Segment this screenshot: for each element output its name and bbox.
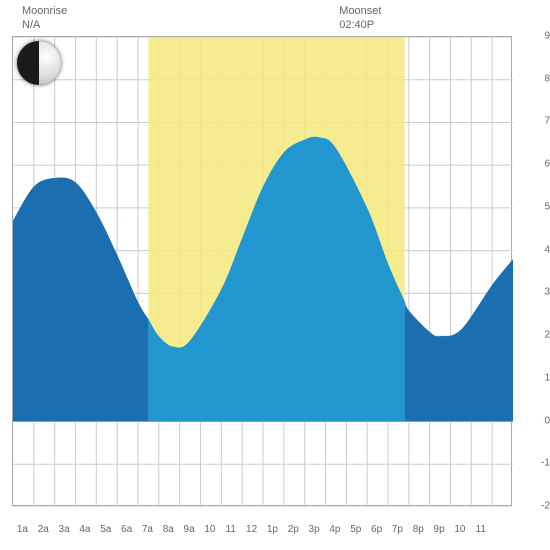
x-tick: 6a — [121, 524, 132, 535]
moonset-label: Moonset — [339, 4, 381, 18]
moonrise-block: Moonrise N/A — [22, 4, 67, 33]
x-tick: 10 — [204, 524, 215, 535]
y-tick: 1 — [544, 372, 550, 383]
x-tick: 8a — [163, 524, 174, 535]
x-tick: 12 — [246, 524, 257, 535]
y-tick: 2 — [544, 330, 550, 341]
x-tick: 6p — [371, 524, 382, 535]
plot-area — [12, 36, 512, 506]
tide-chart: -2-10123456789 1a2a3a4a5a6a7a8a9a1011121… — [12, 36, 532, 506]
x-tick: 2a — [38, 524, 49, 535]
x-tick: 4a — [79, 524, 90, 535]
x-tick: 10 — [454, 524, 465, 535]
x-tick: 9a — [184, 524, 195, 535]
x-tick: 11 — [476, 524, 486, 535]
x-tick: 8p — [413, 524, 424, 535]
x-tick: 1a — [17, 524, 28, 535]
y-tick: 9 — [544, 31, 550, 42]
x-tick: 7p — [392, 524, 403, 535]
moon-lit-half — [39, 41, 61, 85]
y-tick: 0 — [544, 415, 550, 426]
y-tick: 8 — [544, 73, 550, 84]
y-tick: -1 — [541, 458, 550, 469]
x-tick: 7a — [142, 524, 153, 535]
y-tick: 4 — [544, 244, 550, 255]
y-tick: -2 — [541, 501, 550, 512]
moonrise-label: Moonrise — [22, 4, 67, 18]
x-tick: 1p — [267, 524, 278, 535]
x-tick: 3a — [59, 524, 70, 535]
plot-svg — [13, 37, 513, 507]
x-tick: 4p — [329, 524, 340, 535]
y-tick: 6 — [544, 159, 550, 170]
y-tick: 5 — [544, 201, 550, 212]
y-tick: 3 — [544, 287, 550, 298]
moon-phase-icon — [17, 41, 61, 85]
moonrise-value: N/A — [22, 18, 67, 32]
x-tick: 9p — [434, 524, 445, 535]
moonset-value: 02:40P — [339, 18, 381, 32]
x-tick: 5a — [100, 524, 111, 535]
x-tick: 5p — [350, 524, 361, 535]
x-tick: 2p — [288, 524, 299, 535]
moonset-block: Moonset 02:40P — [339, 4, 381, 33]
header: Moonrise N/A Moonset 02:40P — [0, 0, 550, 35]
y-tick: 7 — [544, 116, 550, 127]
x-tick: 3p — [309, 524, 320, 535]
x-tick: 11 — [226, 524, 236, 535]
